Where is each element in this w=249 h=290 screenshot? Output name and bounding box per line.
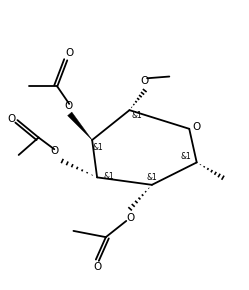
Text: &1: &1 [180, 152, 191, 161]
Text: &1: &1 [93, 143, 104, 152]
Text: O: O [7, 114, 15, 124]
Text: O: O [65, 48, 73, 58]
Text: &1: &1 [131, 110, 142, 119]
Text: O: O [141, 76, 149, 86]
Polygon shape [68, 112, 92, 140]
Text: O: O [64, 102, 73, 111]
Text: O: O [51, 146, 59, 156]
Text: O: O [192, 122, 201, 132]
Text: &1: &1 [146, 173, 157, 182]
Text: O: O [126, 213, 135, 224]
Text: O: O [93, 262, 101, 272]
Text: &1: &1 [104, 172, 115, 181]
